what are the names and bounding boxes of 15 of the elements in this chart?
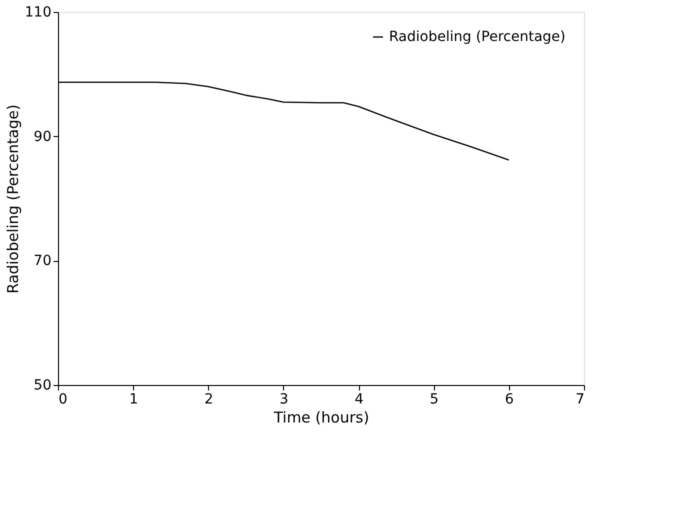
x-tick-label: 3 <box>279 392 288 408</box>
x-axis-title: Time (hours) <box>272 408 370 426</box>
x-tick-label: 6 <box>504 392 514 408</box>
legend-label: Radiobeling (Percentage) <box>389 29 566 45</box>
x-tick-label: 4 <box>354 392 364 408</box>
y-tick-label: 90 <box>34 128 52 145</box>
y-axis-title: Radiobeling (Percentage) <box>4 104 22 294</box>
x-tick-label: 5 <box>430 392 439 408</box>
y-tick-label: 110 <box>24 4 52 20</box>
x-tick-label: 2 <box>204 392 214 408</box>
y-tick-label: 70 <box>34 253 52 270</box>
x-tick-label: 1 <box>129 392 138 408</box>
x-tick-label: 0 <box>58 392 68 408</box>
y-tick-label: 50 <box>34 378 52 394</box>
x-tick-label: 7 <box>576 392 584 408</box>
